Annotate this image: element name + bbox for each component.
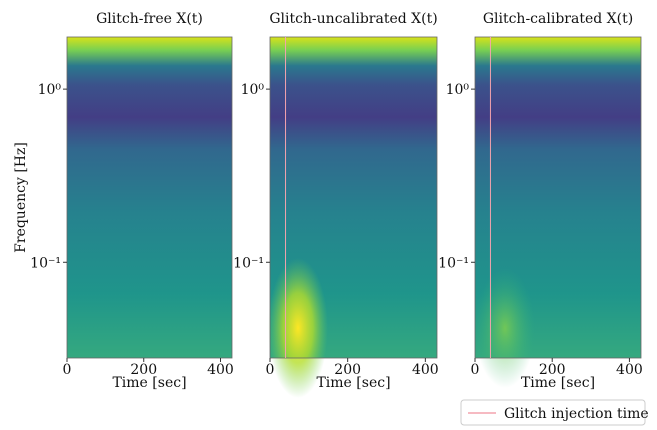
plot-frame	[66, 36, 233, 359]
x-tick-label: 0	[266, 362, 275, 378]
x-tick-label: 200	[539, 362, 566, 378]
chart-title: Glitch-free X(t)	[96, 11, 203, 27]
y-tick-label: 10⁰	[241, 82, 265, 98]
y-axis-label: Frequency [Hz]	[13, 142, 29, 253]
x-tick-label: 400	[207, 362, 234, 378]
legend-box	[460, 399, 646, 426]
plot-frame	[474, 36, 642, 359]
legend-label: Glitch injection time	[504, 406, 649, 422]
x-tick-label: 0	[63, 362, 72, 378]
chart-title: Glitch-uncalibrated X(t)	[269, 11, 437, 27]
y-tick-label: 10⁻¹	[30, 255, 61, 271]
x-tick-label: 400	[412, 362, 439, 378]
x-axis-label: Time [sec]	[316, 375, 390, 391]
spectrogram-glow	[268, 258, 328, 398]
plot-frame	[269, 36, 438, 359]
y-tick-label: 10⁻¹	[438, 255, 469, 271]
x-axis-label: Time [sec]	[112, 375, 186, 391]
y-tick-label: 10⁰	[38, 82, 62, 98]
spectrogram-glow	[475, 268, 535, 388]
x-tick-label: 200	[334, 362, 361, 378]
y-tick-label: 10⁰	[446, 82, 470, 98]
x-tick-label: 0	[471, 362, 480, 378]
x-axis-label: Time [sec]	[521, 375, 595, 391]
y-tick-label: 10⁻¹	[233, 255, 264, 271]
chart-title: Glitch-calibrated X(t)	[483, 11, 633, 27]
x-tick-label: 200	[130, 362, 157, 378]
x-tick-label: 400	[616, 362, 643, 378]
spectrogram	[67, 37, 232, 358]
